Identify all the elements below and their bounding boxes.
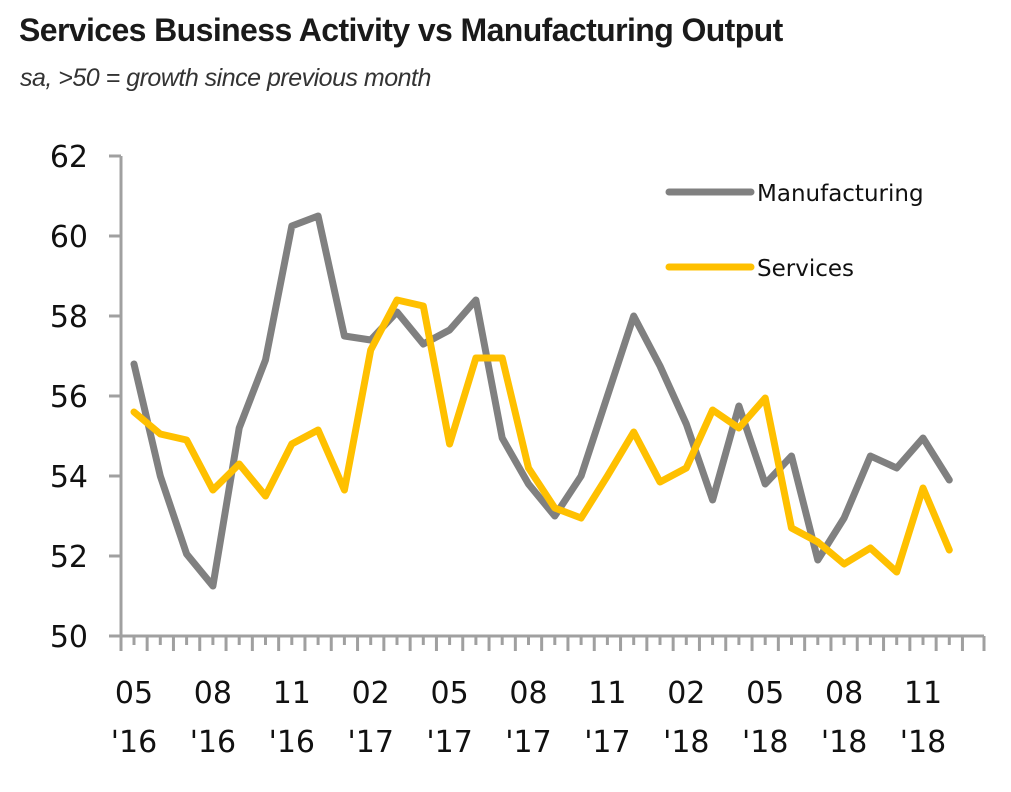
y-tick-label: 58 [50,300,88,335]
x-tick-label-month: 11 [904,676,942,711]
y-tick-label: 60 [50,220,88,255]
x-tick-label-year: '16 [190,725,236,760]
y-tick-label: 52 [50,540,88,575]
x-tick-label-year: '17 [505,725,551,760]
y-tick-label: 50 [50,620,88,655]
x-tick-label-month: 11 [273,676,311,711]
y-tick-label: 56 [50,380,88,415]
x-tick-label-month: 08 [194,676,232,711]
legend: Manufacturing Services [665,181,924,282]
x-tick-label-year: '16 [269,725,315,760]
x-tick-label-year: '18 [900,725,946,760]
x-tick-label-year: '18 [663,725,709,760]
x-axis-tick-labels: 05 '16 08 '16 11 '16 02 '17 05 '17 08 '17 11 '17 02 '18… [111,676,946,760]
x-tick-label-year: '18 [821,725,867,760]
y-tick-label: 54 [50,460,88,495]
x-tick-label-month: 05 [115,676,153,711]
x-tick-label-month: 02 [667,676,705,711]
y-tick-label: 62 [50,140,88,175]
x-tick-label-month: 08 [509,676,547,711]
legend-label-manufacturing: Manufacturing [757,181,924,207]
x-tick-label-year: '16 [111,725,157,760]
x-tick-label-month: 08 [825,676,863,711]
chart-subtitle: sa, >50 = growth since previous month [20,64,431,92]
x-tick-label-month: 11 [588,676,626,711]
x-tick-label-year: '18 [742,725,788,760]
x-tick-label-month: 05 [431,676,469,711]
x-tick-label-year: '17 [426,725,472,760]
x-tick-label-year: '17 [347,725,393,760]
x-tick-label-month: 02 [352,676,390,711]
legend-label-services: Services [757,256,854,282]
y-axis-tick-labels: 50 52 54 56 58 60 62 [50,140,88,655]
series-lines [130,212,953,590]
x-tick-label-month: 05 [746,676,784,711]
series-line-services [130,296,953,576]
axes [109,154,986,651]
chart-title: Services Business Activity vs Manufactur… [19,12,783,48]
x-tick-label-year: '17 [584,725,630,760]
